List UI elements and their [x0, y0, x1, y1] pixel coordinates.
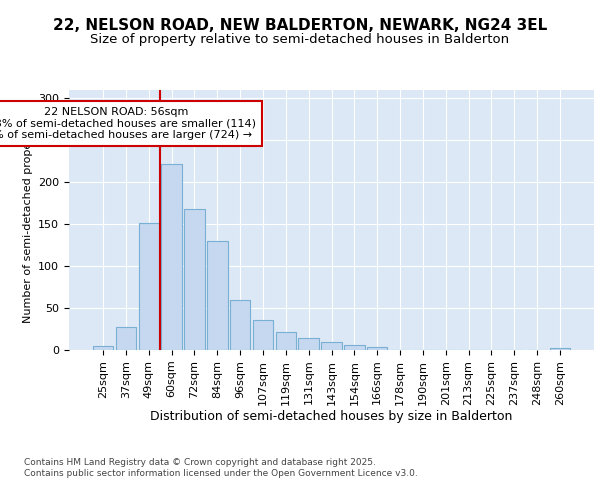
Bar — [344, 345, 365, 350]
Bar — [275, 332, 296, 350]
Bar — [184, 209, 205, 350]
Bar — [230, 300, 250, 350]
Bar — [253, 320, 273, 350]
Text: Contains HM Land Registry data © Crown copyright and database right 2025.
Contai: Contains HM Land Registry data © Crown c… — [24, 458, 418, 477]
Bar — [93, 346, 113, 350]
Bar — [321, 342, 342, 350]
Bar — [367, 348, 388, 350]
Bar — [298, 338, 319, 350]
Bar — [139, 222, 159, 350]
Y-axis label: Number of semi-detached properties: Number of semi-detached properties — [23, 117, 32, 323]
Bar — [207, 241, 227, 350]
Text: Size of property relative to semi-detached houses in Balderton: Size of property relative to semi-detach… — [91, 32, 509, 46]
Bar — [161, 164, 182, 350]
X-axis label: Distribution of semi-detached houses by size in Balderton: Distribution of semi-detached houses by … — [151, 410, 512, 424]
Bar — [116, 326, 136, 350]
Bar — [550, 348, 570, 350]
Text: 22 NELSON ROAD: 56sqm
← 13% of semi-detached houses are smaller (114)
85% of sem: 22 NELSON ROAD: 56sqm ← 13% of semi-deta… — [0, 107, 256, 140]
Text: 22, NELSON ROAD, NEW BALDERTON, NEWARK, NG24 3EL: 22, NELSON ROAD, NEW BALDERTON, NEWARK, … — [53, 18, 547, 32]
